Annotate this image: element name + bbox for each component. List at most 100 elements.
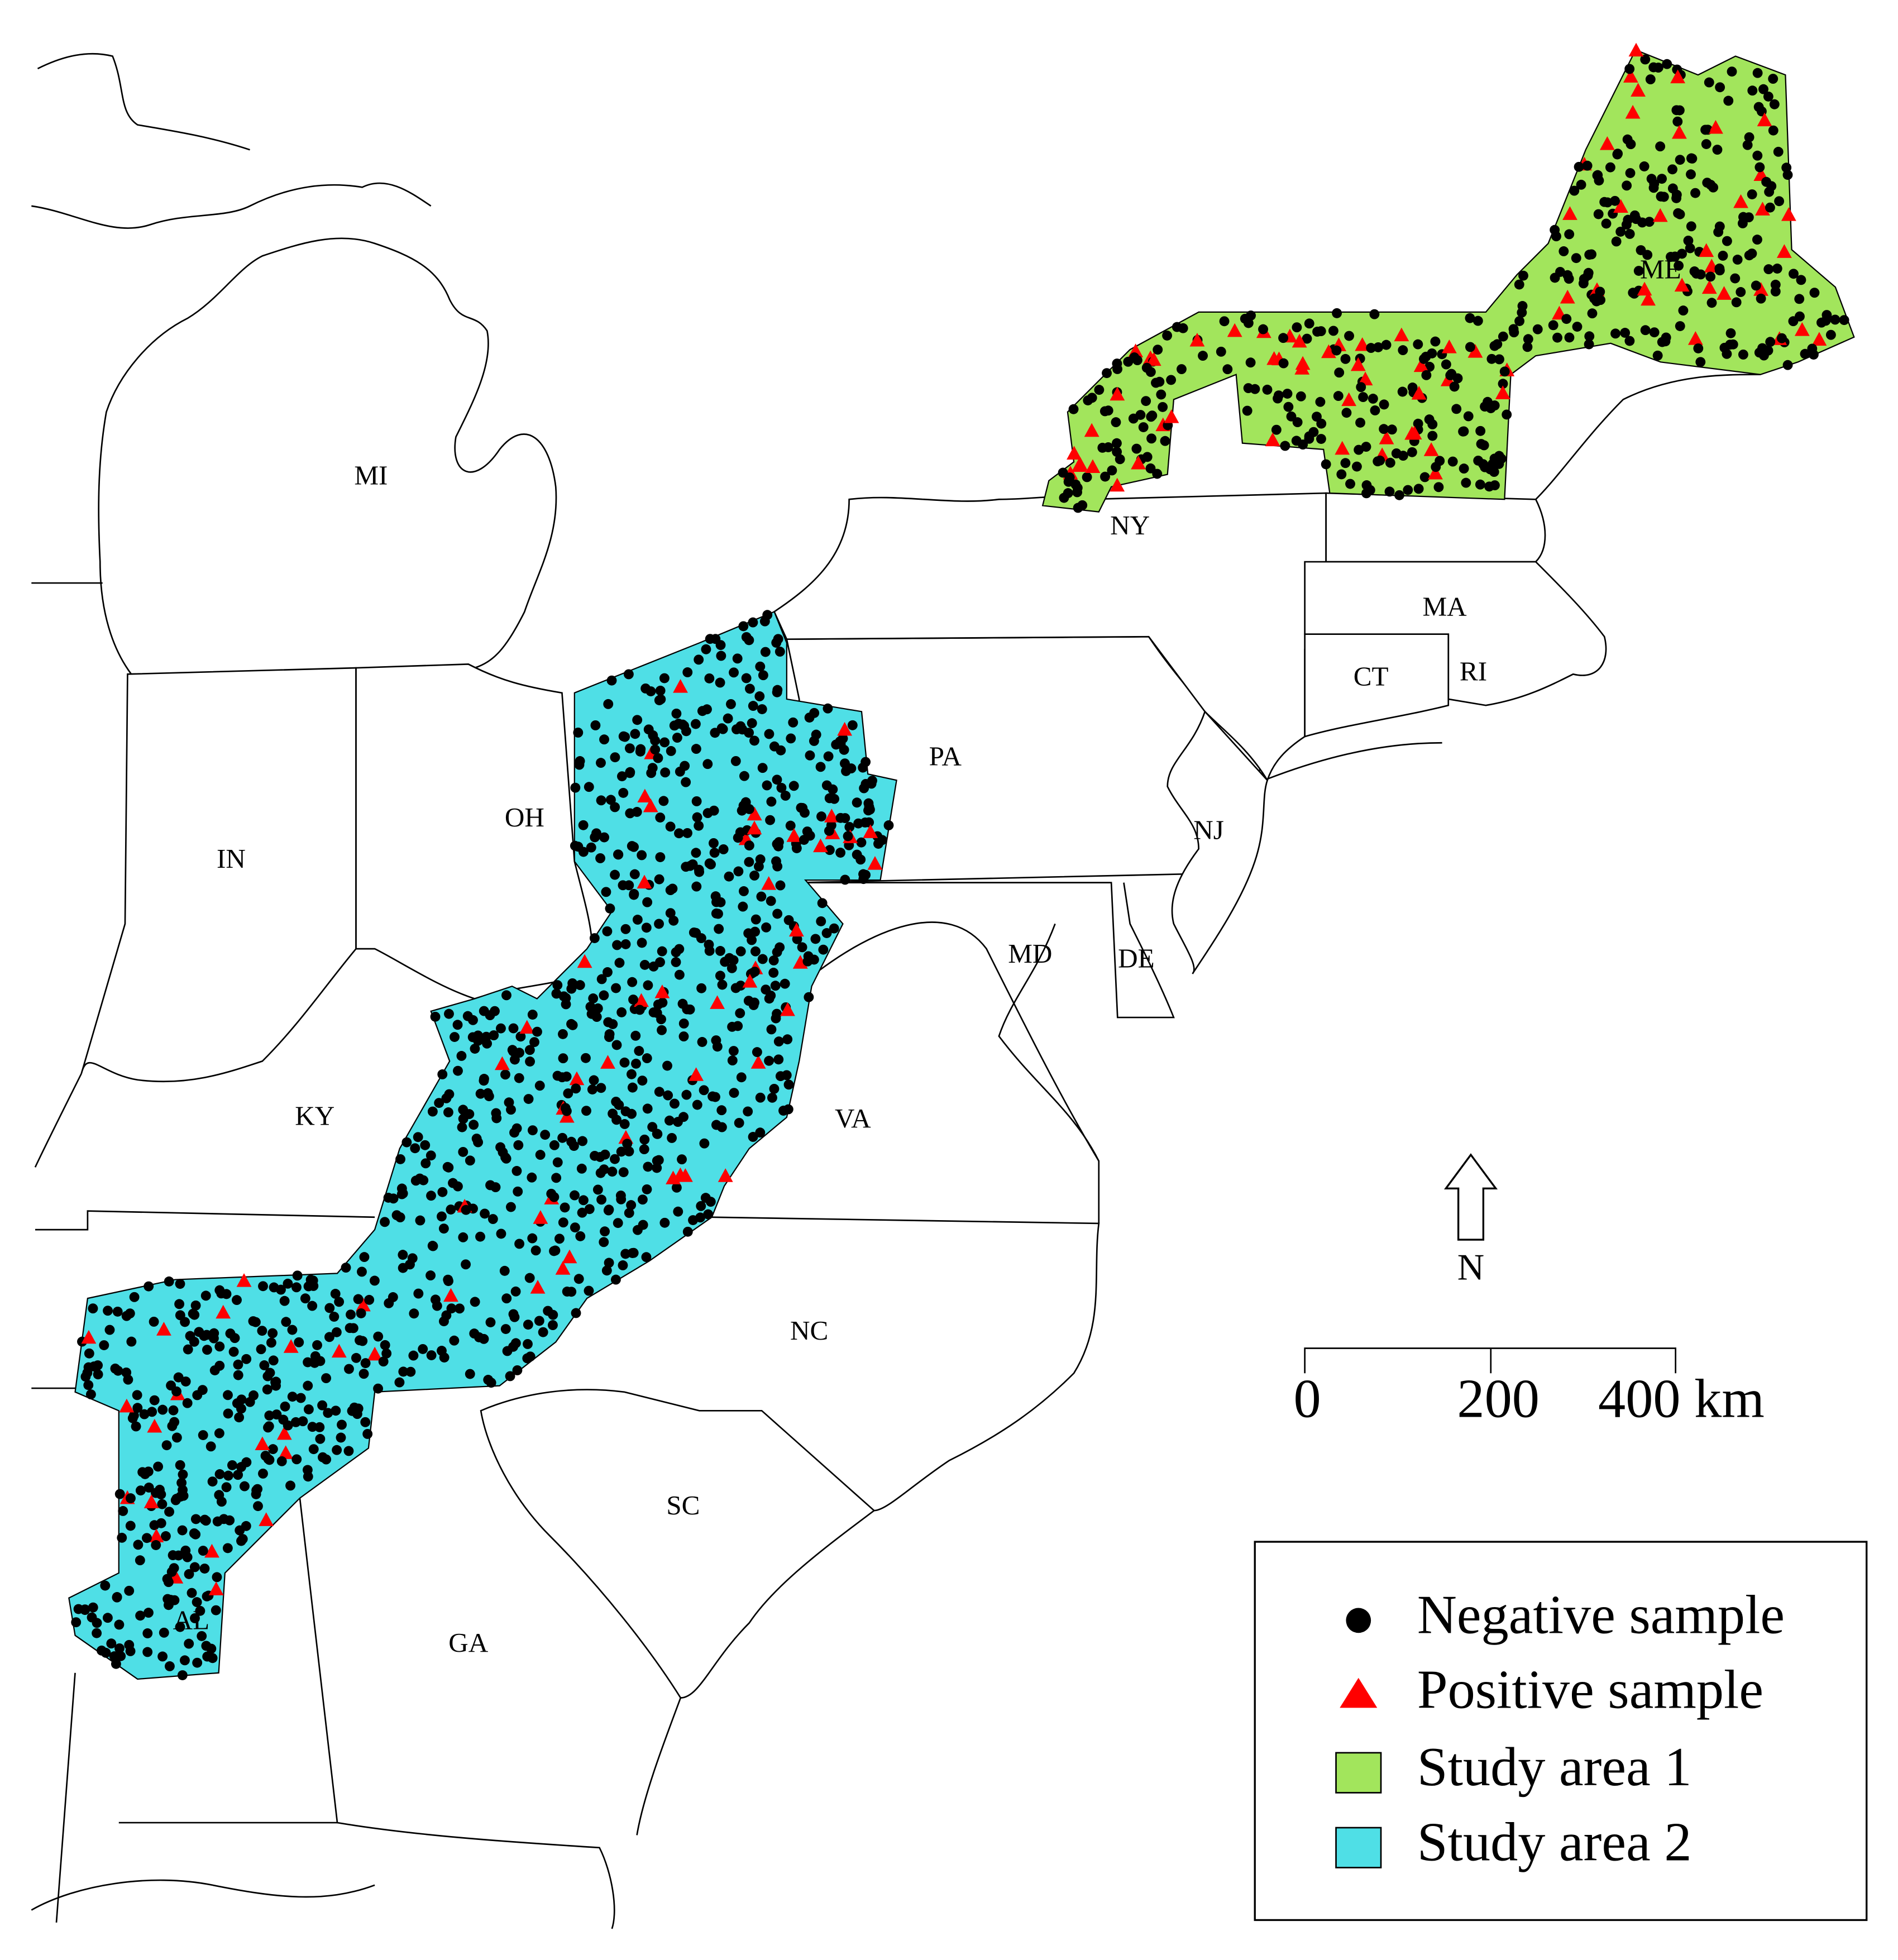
state-label: ME	[1640, 254, 1681, 285]
coast	[31, 182, 432, 229]
negative-sample	[1321, 459, 1331, 470]
negative-sample	[1686, 169, 1696, 180]
negative-sample	[761, 922, 772, 933]
negative-sample	[665, 821, 676, 832]
negative-sample	[209, 1328, 219, 1338]
negative-sample	[620, 732, 630, 742]
negative-sample	[648, 1007, 659, 1017]
positive-sample	[1292, 333, 1307, 348]
negative-sample	[1624, 229, 1635, 239]
negative-sample	[1677, 248, 1687, 259]
negative-sample	[190, 1300, 201, 1311]
negative-sample	[1334, 367, 1345, 378]
negative-sample	[1431, 462, 1441, 472]
negative-sample	[364, 1294, 375, 1305]
negative-sample	[671, 709, 682, 719]
border	[31, 1387, 338, 1923]
negative-sample	[755, 1092, 766, 1103]
negative-sample	[501, 1153, 511, 1164]
negative-sample	[1584, 331, 1595, 342]
north-label: N	[1457, 1246, 1484, 1288]
negative-sample	[858, 762, 868, 773]
negative-sample	[1561, 314, 1572, 324]
negative-sample	[1744, 250, 1754, 261]
negative-sample	[821, 780, 832, 791]
negative-sample	[395, 1154, 405, 1164]
negative-sample	[535, 1150, 546, 1160]
legend-symbol	[1335, 1827, 1382, 1868]
negative-sample	[589, 1075, 599, 1086]
negative-sample	[771, 856, 781, 867]
negative-sample	[1610, 328, 1620, 339]
negative-sample	[735, 946, 746, 957]
negative-sample	[341, 1263, 351, 1273]
positive-sample	[643, 798, 658, 812]
negative-sample	[1177, 364, 1187, 375]
negative-sample	[603, 967, 613, 977]
negative-sample	[738, 621, 749, 632]
negative-sample	[198, 1430, 208, 1440]
negative-sample	[620, 924, 631, 934]
negative-sample	[736, 1072, 747, 1083]
negative-sample	[515, 1031, 526, 1042]
negative-sample	[194, 1327, 204, 1337]
negative-sample	[458, 1232, 468, 1242]
negative-sample	[635, 744, 646, 754]
negative-sample	[113, 1365, 123, 1376]
positive-sample	[367, 1346, 383, 1361]
negative-sample	[1584, 339, 1594, 350]
state-label: MA	[1422, 591, 1467, 622]
negative-sample	[619, 1119, 630, 1129]
negative-sample	[214, 1469, 225, 1479]
negative-sample	[1772, 264, 1782, 274]
coast	[1248, 742, 1442, 787]
negative-sample	[1097, 442, 1108, 453]
negative-sample	[1333, 391, 1344, 401]
positive-sample	[634, 993, 649, 1007]
negative-sample	[758, 670, 768, 681]
negative-sample	[1572, 322, 1583, 332]
negative-sample	[792, 934, 802, 944]
negative-sample	[353, 1403, 364, 1414]
negative-sample	[1730, 273, 1741, 284]
negative-sample	[1419, 472, 1430, 482]
negative-sample	[1271, 424, 1282, 435]
negative-sample	[1158, 401, 1168, 412]
negative-sample	[655, 685, 666, 696]
negative-sample	[253, 1501, 263, 1512]
negative-sample	[1166, 375, 1177, 385]
negative-sample	[99, 1340, 109, 1350]
negative-sample	[677, 1154, 687, 1165]
negative-sample	[772, 947, 782, 957]
negative-sample	[502, 1346, 513, 1356]
negative-sample	[437, 1069, 448, 1079]
negative-sample	[1738, 212, 1748, 222]
negative-sample	[426, 1350, 437, 1360]
negative-sample	[346, 1309, 356, 1320]
negative-sample	[650, 735, 661, 746]
negative-sample	[384, 1298, 394, 1308]
negative-sample	[200, 1516, 211, 1526]
negative-sample	[592, 1184, 603, 1195]
negative-sample	[748, 617, 758, 628]
negative-sample	[1283, 401, 1294, 412]
negative-sample	[532, 1026, 542, 1037]
negative-sample	[738, 901, 748, 912]
negative-sample	[1112, 447, 1122, 457]
negative-sample	[214, 1360, 225, 1371]
positive-sample	[1708, 119, 1723, 134]
negative-sample	[604, 1032, 614, 1043]
negative-sample	[628, 995, 638, 1005]
negative-sample	[826, 820, 836, 830]
legend-label: Study area 1	[1417, 1737, 1692, 1798]
negative-sample	[455, 1303, 465, 1314]
positive-sample	[1641, 291, 1656, 306]
negative-sample	[182, 1398, 193, 1408]
negative-sample	[1156, 389, 1166, 400]
negative-sample	[655, 812, 666, 823]
negative-sample	[173, 1372, 184, 1383]
state-label: VA	[835, 1103, 871, 1134]
negative-sample	[729, 1088, 739, 1098]
negative-sample	[1725, 328, 1736, 338]
negative-sample	[259, 1360, 270, 1370]
